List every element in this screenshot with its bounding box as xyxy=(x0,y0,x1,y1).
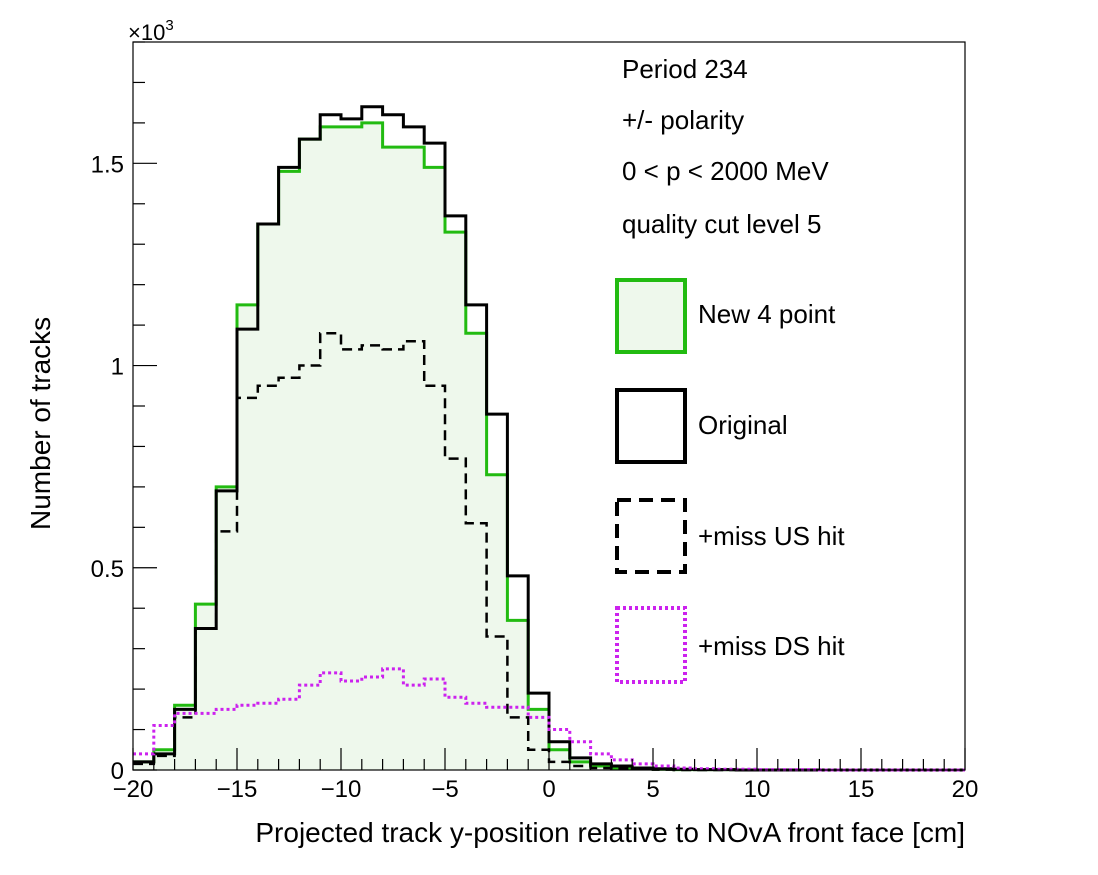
x-tick-label: 20 xyxy=(952,776,979,803)
series-line-miss-ds-hit xyxy=(133,667,965,772)
info-line-polarity: +/- polarity xyxy=(622,105,744,135)
x-tick-label: 0 xyxy=(542,776,555,803)
legend-swatch-miss-ds-hit xyxy=(615,606,687,684)
x-tick-label: −10 xyxy=(321,776,362,803)
y-multiplier: ×103 xyxy=(128,17,174,45)
x-tick-label: 5 xyxy=(646,776,659,803)
series-fill-new-4-point xyxy=(133,122,965,770)
x-tick-label: −5 xyxy=(431,776,458,803)
y-tick-label: 1.5 xyxy=(91,151,124,178)
y-tick-label: 0.5 xyxy=(91,556,124,583)
legend-label-new-4-point: New 4 point xyxy=(698,299,836,329)
x-axis-label: Projected track y-position relative to N… xyxy=(255,817,965,848)
info-line-quality: quality cut level 5 xyxy=(622,209,821,239)
legend-label-miss-us-hit: +miss US hit xyxy=(698,521,845,551)
y-tick-label: 0 xyxy=(111,758,124,785)
legend-label-miss-ds-hit: +miss DS hit xyxy=(698,631,845,661)
y-axis-label: Number of tracks xyxy=(25,317,56,530)
info-line-momentum: 0 < p < 2000 MeV xyxy=(622,156,829,186)
y-multiplier-exponent: 3 xyxy=(165,17,173,34)
x-tick-label: −15 xyxy=(217,776,258,803)
legend-label-original: Original xyxy=(698,410,788,440)
y-tick-label: 1 xyxy=(111,354,124,381)
info-text: Period 234 +/- polarity 0 < p < 2000 MeV… xyxy=(622,54,829,239)
info-line-period: Period 234 xyxy=(622,54,748,84)
x-tick-label: 15 xyxy=(848,776,875,803)
legend-swatch-original xyxy=(615,388,687,464)
axis-layer: −20 −15 −10 −5 0 5 10 15 20 0 0.5 1 1.5 xyxy=(91,41,979,803)
legend-swatch-new-4-point xyxy=(615,278,687,354)
series-layer xyxy=(133,105,965,772)
legend: New 4 point Original +miss US hit +miss … xyxy=(615,278,845,684)
legend-swatch-miss-us-hit xyxy=(615,498,687,574)
x-tick-label: −20 xyxy=(113,776,154,803)
x-tick-label: 10 xyxy=(744,776,771,803)
